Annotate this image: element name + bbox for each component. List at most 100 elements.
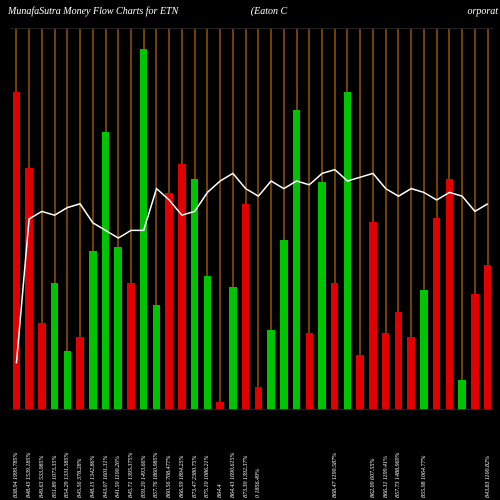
bar-column (126, 29, 137, 409)
down-bar (38, 323, 46, 409)
bar-column (457, 29, 468, 409)
up-bar (140, 49, 148, 409)
x-label-slot: 868.47 1190.587% (328, 410, 341, 498)
x-label: 848.15 1342.86% (90, 456, 96, 499)
x-label-slot (354, 410, 367, 498)
bar-column (482, 29, 493, 409)
x-label-slot: 873.30 1392.37% (239, 410, 252, 498)
gridline (462, 29, 463, 409)
x-label: 873.47 2380.75% (192, 456, 198, 499)
bar-column (469, 29, 480, 409)
bar-column (304, 29, 315, 409)
down-bar (331, 283, 339, 409)
x-label: 843.83 1100.82% (485, 456, 491, 498)
bar-column (11, 29, 22, 409)
down-bar (471, 294, 479, 409)
bar-column (317, 29, 328, 409)
x-label-slot: 862.09 607.55% (367, 410, 380, 498)
down-bar (242, 204, 250, 409)
bar-column (62, 29, 73, 409)
up-bar (191, 179, 199, 409)
x-label: 868.47 1190.587% (332, 453, 338, 498)
down-bar (178, 164, 186, 409)
x-label-slot (290, 410, 303, 498)
x-label-slot (468, 410, 481, 498)
down-bar (165, 193, 173, 409)
bar-column (24, 29, 35, 409)
down-bar (356, 355, 364, 409)
chart-area (10, 28, 494, 410)
bar-column (227, 29, 238, 409)
bar-column (100, 29, 111, 409)
x-label: 841.50 1100.26% (115, 456, 121, 498)
x-label-slot: 864.43 1690.615% (226, 410, 239, 498)
bar-column (253, 29, 264, 409)
x-label-slot: 857.76 1860.985% (150, 410, 163, 498)
bar-column (278, 29, 289, 409)
x-label-slot (277, 410, 290, 498)
up-bar (114, 247, 122, 409)
down-bar (382, 333, 390, 409)
x-label-slot: 851.89 1073.35% (48, 410, 61, 498)
bar-column (215, 29, 226, 409)
bar-column (202, 29, 213, 409)
x-label: 857.76 1860.985% (153, 453, 159, 499)
x-label: 854.29 1331.585% (64, 453, 70, 499)
bar-column (291, 29, 302, 409)
gridline (258, 29, 259, 409)
x-label: 838.94 1999.785% (13, 453, 19, 499)
x-label: 860.56 708.477% (166, 456, 172, 499)
bar-column (75, 29, 86, 409)
x-axis-labels: 838.94 1999.785% 848.45 1539.185% 849.63 5… (10, 410, 494, 498)
x-label-slot: 841.50 1100.26% (112, 410, 125, 498)
bar-column (431, 29, 442, 409)
bar-column (164, 29, 175, 409)
x-label-slot: 855.98 1064.77% (418, 410, 431, 498)
down-bar (216, 402, 224, 409)
down-bar (484, 265, 492, 409)
bar-column (189, 29, 200, 409)
bar-column (151, 29, 162, 409)
up-bar (51, 283, 59, 409)
x-label-slot (430, 410, 443, 498)
x-label: 0 1856.49% (255, 469, 261, 498)
up-bar (153, 305, 161, 409)
down-bar (407, 337, 415, 409)
up-bar (420, 290, 428, 409)
x-label: 855.98 1064.77% (421, 456, 427, 499)
up-bar (89, 251, 97, 409)
bar-column (368, 29, 379, 409)
down-bar (306, 333, 314, 409)
x-label: 848.45 1539.185% (26, 453, 32, 499)
chart-title: MunafaSutra Money Flow Charts for ETN (E… (0, 6, 500, 17)
x-label-slot: 854.29 1331.585% (61, 410, 74, 498)
bar-column (36, 29, 47, 409)
down-bar (433, 218, 441, 409)
gridline (220, 29, 221, 409)
up-bar (318, 182, 326, 409)
x-label-slot (443, 410, 456, 498)
x-label-slot: 845.71 1395.375% (125, 410, 138, 498)
x-label: 862.09 607.55% (370, 459, 376, 499)
down-bar (395, 312, 403, 409)
down-bar (127, 283, 135, 409)
x-label: 873.30 1392.37% (243, 456, 249, 499)
x-label-slot: 845.56 378.28% (74, 410, 87, 498)
down-bar (76, 337, 84, 409)
bar-column (444, 29, 455, 409)
up-bar (267, 330, 275, 409)
x-label-slot: 849.63 533.085% (35, 410, 48, 498)
bar-column (177, 29, 188, 409)
x-label-slot: 843.07 1601.31% (99, 410, 112, 498)
x-label-slot (303, 410, 316, 498)
x-label: 843.07 1601.31% (103, 456, 109, 499)
down-bar (446, 179, 454, 409)
x-label: 866.31 1199.41% (383, 456, 389, 498)
bar-column (49, 29, 60, 409)
down-bar (25, 168, 33, 409)
gridline (360, 29, 361, 409)
x-label-slot: 873.47 2380.75% (188, 410, 201, 498)
x-label: 849.63 533.085% (39, 456, 45, 499)
x-label-slot: 838.94 1999.785% (10, 410, 23, 498)
bar-column (380, 29, 391, 409)
